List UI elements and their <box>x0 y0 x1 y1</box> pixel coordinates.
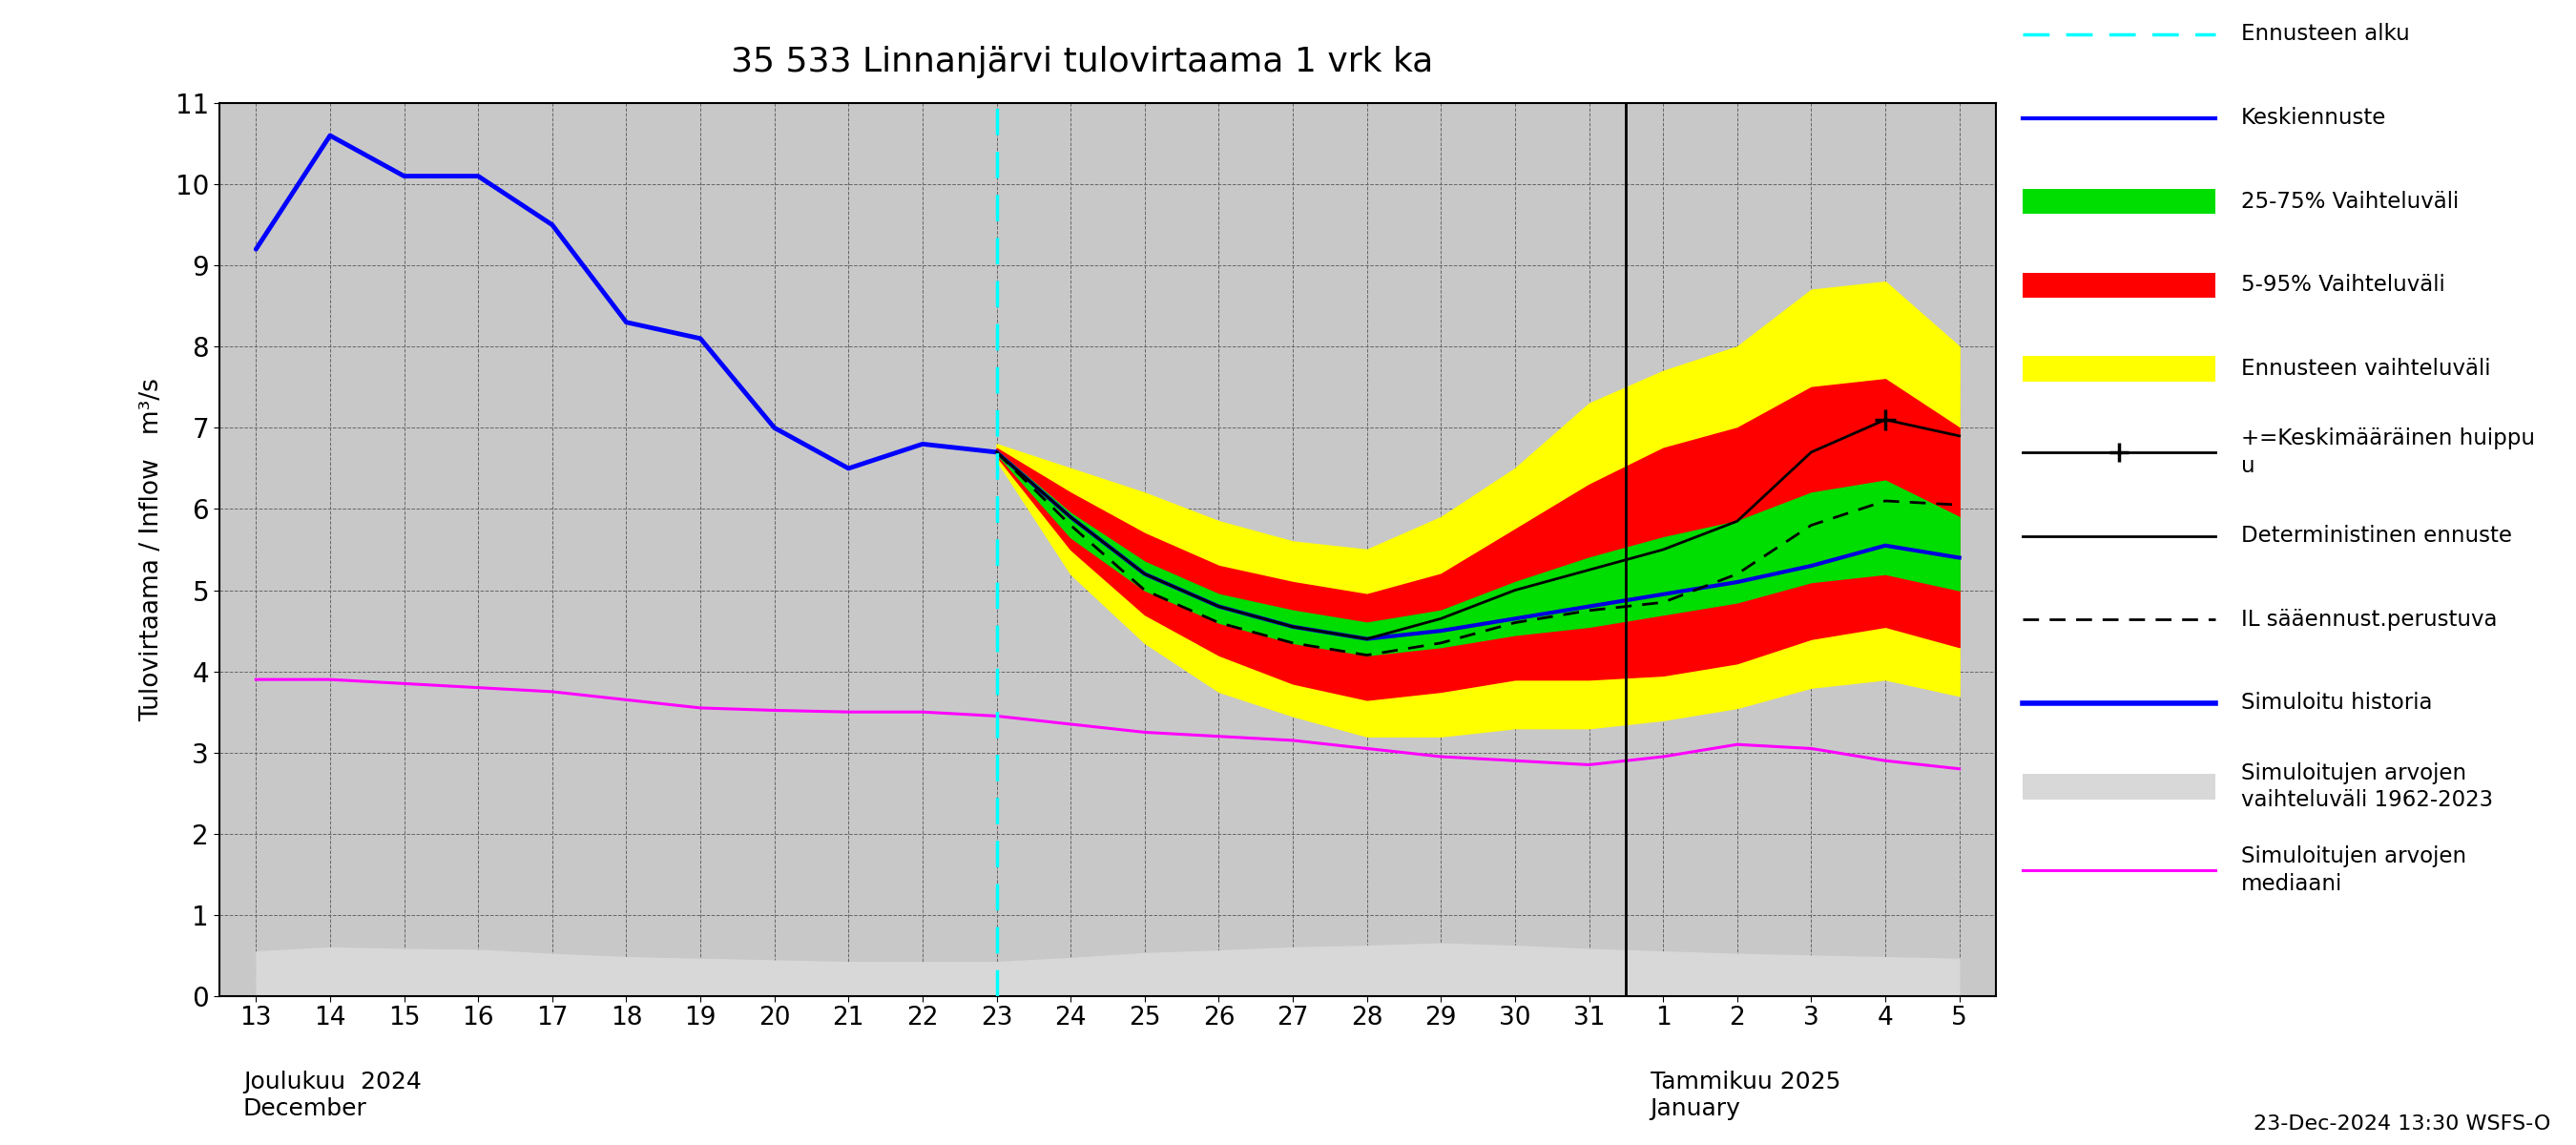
Text: 5-95% Vaihteluväli: 5-95% Vaihteluväli <box>2241 274 2445 297</box>
Text: u: u <box>2241 455 2254 477</box>
Text: Simuloitu historia: Simuloitu historia <box>2241 692 2432 714</box>
Text: Ennusteen vaihteluväli: Ennusteen vaihteluväli <box>2241 357 2491 380</box>
Text: Simuloitujen arvojen: Simuloitujen arvojen <box>2241 845 2465 868</box>
Text: IL sääennust.perustuva: IL sääennust.perustuva <box>2241 608 2496 631</box>
Text: Tammikuu 2025
January: Tammikuu 2025 January <box>1651 1071 1839 1120</box>
Text: 25-75% Vaihteluväli: 25-75% Vaihteluväli <box>2241 190 2460 213</box>
Text: Deterministinen ennuste: Deterministinen ennuste <box>2241 524 2512 547</box>
Text: Joulukuu  2024
December: Joulukuu 2024 December <box>242 1071 422 1120</box>
Text: Keskiennuste: Keskiennuste <box>2241 106 2385 129</box>
Text: Simuloitujen arvojen: Simuloitujen arvojen <box>2241 761 2465 784</box>
Y-axis label: Tulovirtaama / Inflow   m³/s: Tulovirtaama / Inflow m³/s <box>139 378 165 721</box>
Text: mediaani: mediaani <box>2241 872 2342 895</box>
Text: +=Keskimääräinen huippu: +=Keskimääräinen huippu <box>2241 427 2535 450</box>
Text: vaihteluväli 1962-2023: vaihteluväli 1962-2023 <box>2241 789 2494 812</box>
Text: Ennusteen alku: Ennusteen alku <box>2241 23 2409 46</box>
Text: 35 533 Linnanjärvi tulovirtaama 1 vrk ka: 35 533 Linnanjärvi tulovirtaama 1 vrk ka <box>732 46 1432 78</box>
Text: 23-Dec-2024 13:30 WSFS-O: 23-Dec-2024 13:30 WSFS-O <box>2254 1114 2550 1134</box>
